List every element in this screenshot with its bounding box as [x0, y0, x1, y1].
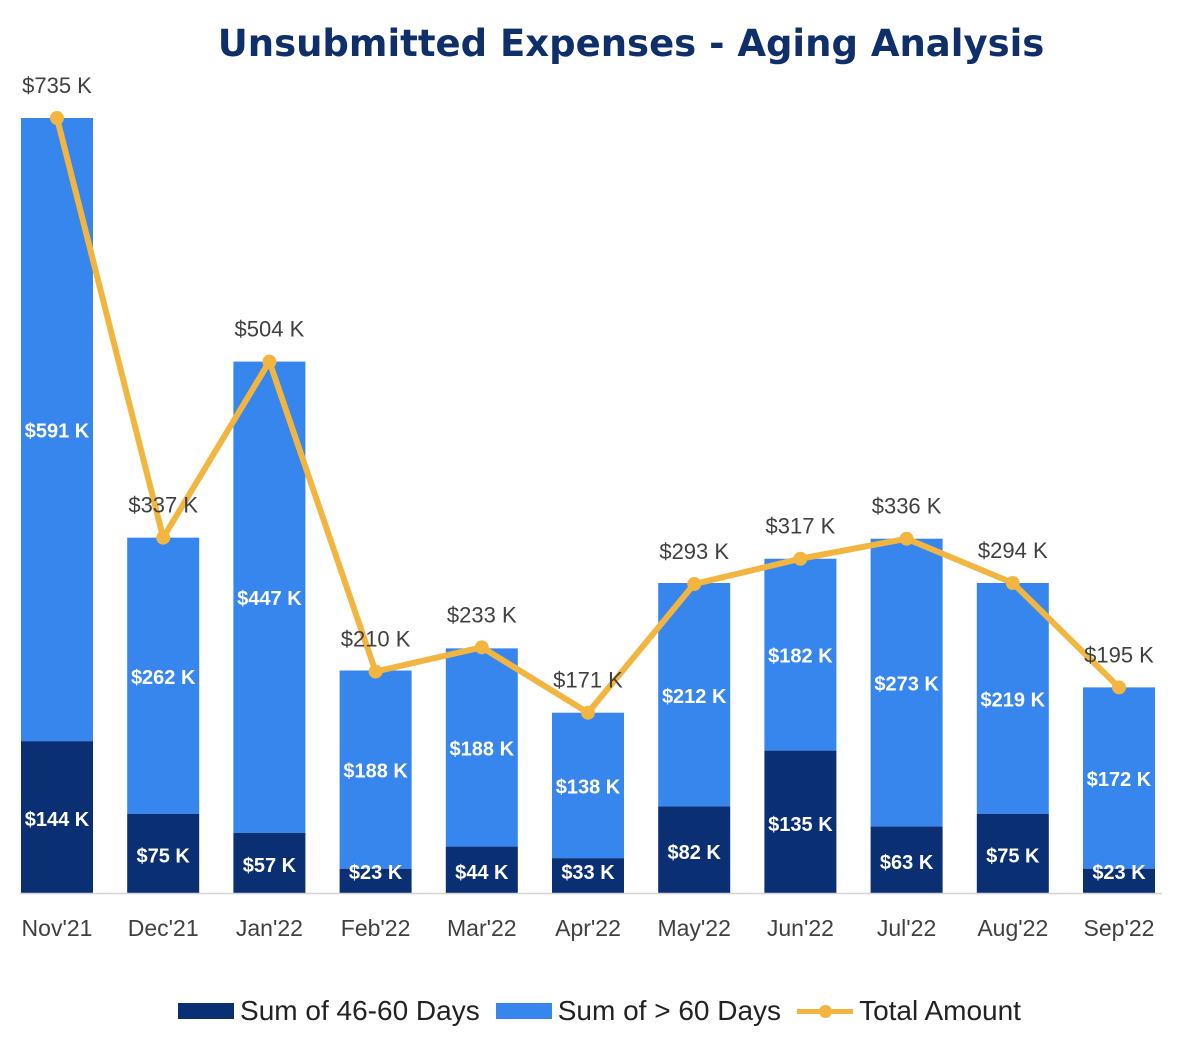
data-label-over-60-days: $138 K — [556, 776, 621, 798]
data-label-46-60-days: $44 K — [455, 862, 509, 884]
bar-over-60-days — [339, 670, 412, 869]
bar-46-60-days — [339, 868, 412, 893]
data-label-over-60-days: $591 K — [25, 421, 90, 443]
bar-over-60-days — [870, 538, 943, 827]
bar-46-60-days — [658, 806, 731, 893]
data-label-total-amount: $171 K — [553, 668, 623, 693]
total-amount-point — [50, 111, 64, 125]
bar-46-60-days — [21, 741, 93, 893]
data-label-over-60-days: $212 K — [662, 686, 727, 708]
total-amount-point — [793, 551, 808, 566]
x-tick-label: May'22 — [657, 915, 730, 941]
data-label-over-60-days: $447 K — [237, 588, 302, 610]
bar-46-60-days — [552, 858, 624, 893]
legend-item-46-60-days: Sum of 46-60 Days — [178, 995, 480, 1027]
data-label-over-60-days: $273 K — [874, 674, 939, 696]
data-label-over-60-days: $188 K — [343, 761, 408, 783]
data-label-total-amount: $504 K — [235, 317, 305, 342]
bar-46-60-days — [870, 826, 943, 893]
legend-swatch-46-60-days — [178, 1003, 235, 1019]
total-amount-point — [1112, 680, 1126, 695]
legend-item-over-60-days: Sum of > 60 Days — [495, 995, 782, 1027]
data-label-total-amount: $294 K — [978, 538, 1048, 563]
bar-over-60-days — [127, 537, 200, 814]
data-label-46-60-days: $63 K — [880, 852, 934, 874]
total-amount-point — [156, 530, 171, 545]
data-label-46-60-days: $75 K — [137, 845, 191, 867]
bar-46-60-days — [976, 813, 1049, 893]
data-label-46-60-days: $33 K — [561, 862, 615, 884]
data-label-total-amount: $195 K — [1084, 642, 1154, 667]
bar-over-60-days — [552, 712, 624, 859]
legend-label-46-60-days: Sum of 46-60 Days — [240, 995, 480, 1026]
x-tick-label: Jan'22 — [236, 915, 303, 941]
bar-46-60-days — [445, 846, 518, 893]
legend-item-total-amount: Total Amount — [797, 995, 1021, 1027]
total-amount-point — [899, 531, 914, 546]
legend-swatch-over-60-days — [495, 1003, 552, 1019]
x-tick-label: Aug'22 — [977, 915, 1048, 941]
data-label-total-amount: $210 K — [341, 627, 411, 652]
total-amount-point — [262, 354, 277, 369]
x-tick-label: Feb'22 — [341, 915, 411, 941]
data-label-total-amount: $317 K — [766, 514, 836, 539]
data-label-46-60-days: $57 K — [243, 855, 297, 877]
data-label-46-60-days: $82 K — [668, 842, 722, 864]
data-label-over-60-days: $182 K — [768, 646, 833, 668]
chart-legend: Sum of 46-60 Days Sum of > 60 Days Total… — [0, 995, 1199, 1027]
legend-label-total-amount: Total Amount — [859, 995, 1021, 1026]
x-tick-label: Apr'22 — [555, 915, 621, 941]
data-label-total-amount: $233 K — [447, 602, 517, 627]
total-amount-point — [581, 705, 595, 720]
data-label-over-60-days: $219 K — [981, 689, 1046, 711]
bar-over-60-days — [445, 648, 518, 847]
bar-over-60-days — [1083, 687, 1155, 869]
total-amount-line — [54, 117, 1122, 716]
bar-over-60-days — [764, 558, 837, 751]
data-label-46-60-days: $135 K — [768, 814, 833, 836]
bar-over-60-days — [976, 583, 1049, 814]
data-label-over-60-days: $188 K — [450, 738, 515, 760]
data-label-over-60-days: $262 K — [131, 667, 196, 689]
x-tick-label: Mar'22 — [447, 915, 517, 941]
bar-over-60-days — [658, 583, 731, 807]
data-label-over-60-days: $172 K — [1087, 769, 1152, 791]
data-label-46-60-days: $75 K — [986, 845, 1040, 867]
data-label-total-amount: $336 K — [872, 494, 942, 519]
bar-46-60-days — [233, 832, 306, 893]
total-amount-point — [1005, 576, 1020, 590]
x-tick-label: Sep'22 — [1084, 915, 1155, 941]
data-label-total-amount: $337 K — [128, 493, 198, 518]
data-label-total-amount: $735 K — [22, 73, 92, 98]
data-label-46-60-days: $23 K — [1092, 862, 1146, 884]
data-label-46-60-days: $144 K — [25, 809, 90, 831]
chart-title: Unsubmitted Expenses - Aging Analysis — [217, 22, 1045, 65]
x-tick-label: Jul'22 — [877, 915, 936, 941]
x-tick-label: Nov'21 — [22, 915, 93, 941]
x-tick-label: Dec'21 — [128, 915, 199, 941]
legend-label-over-60-days: Sum of > 60 Days — [557, 995, 782, 1026]
x-tick-label: Jun'22 — [767, 915, 834, 941]
legend-swatch-total-amount — [797, 1003, 854, 1019]
data-label-total-amount: $293 K — [659, 539, 729, 564]
total-amount-point — [474, 640, 489, 655]
bar-46-60-days — [764, 750, 837, 893]
total-amount-point — [368, 664, 383, 679]
data-label-46-60-days: $23 K — [349, 862, 403, 884]
total-amount-point — [687, 577, 702, 592]
bar-46-60-days — [1083, 868, 1155, 893]
bar-46-60-days — [127, 813, 200, 893]
